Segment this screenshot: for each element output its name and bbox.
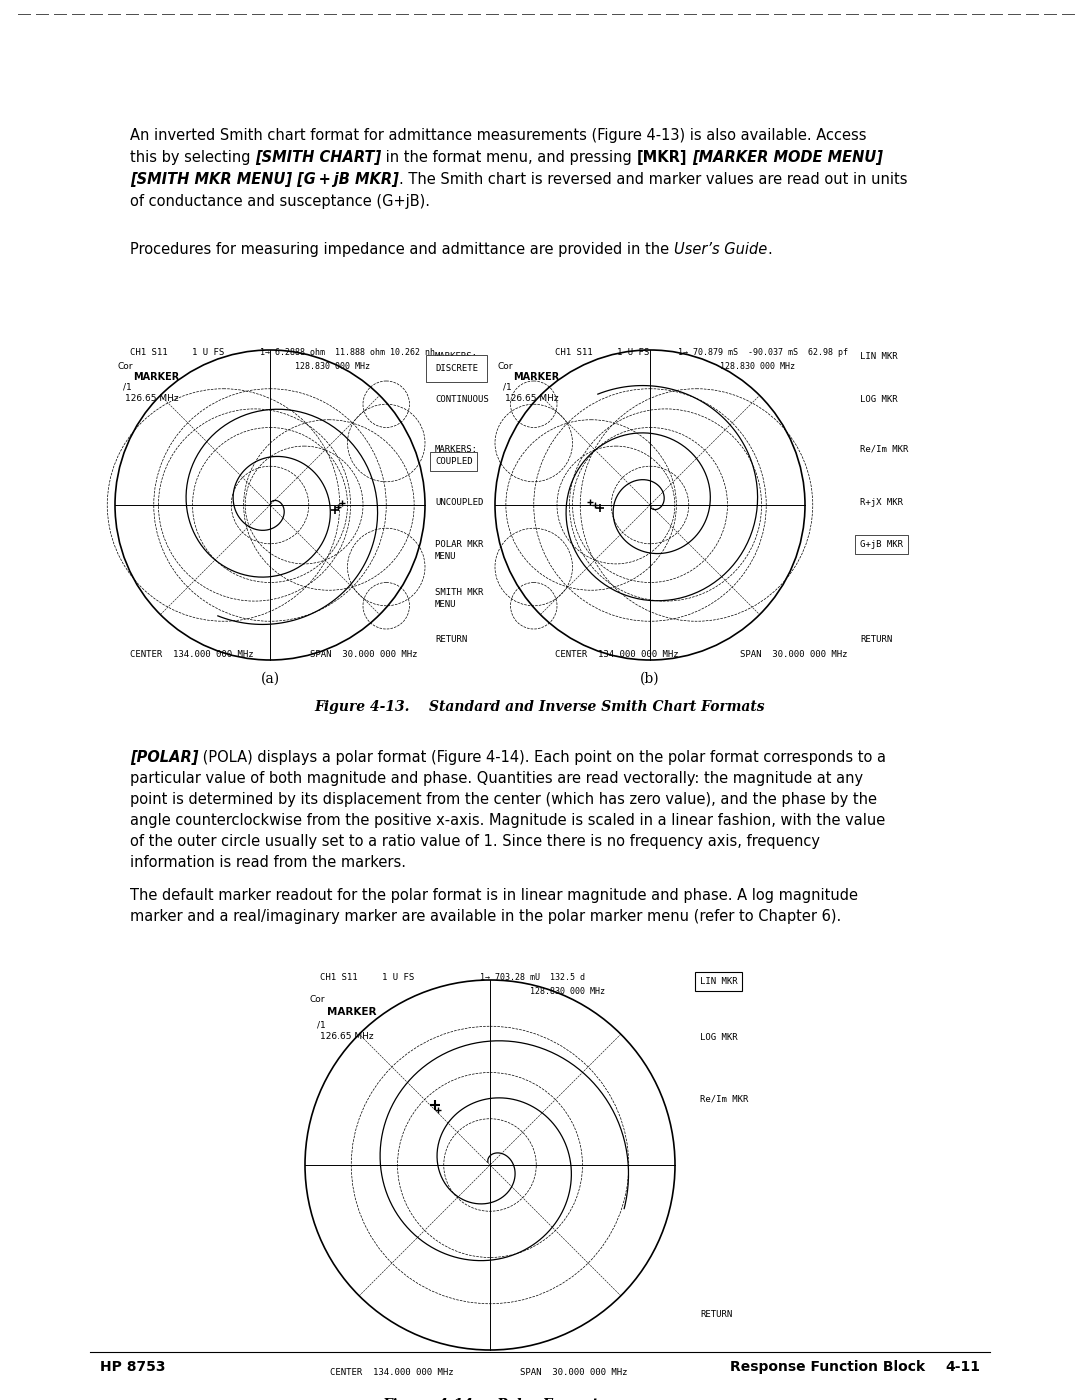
Text: Figure 4-14.    Polar Format: Figure 4-14. Polar Format — [382, 1399, 598, 1400]
Text: MARKERS:: MARKERS: — [435, 445, 478, 454]
Text: LOG MKR: LOG MKR — [700, 1033, 738, 1042]
Text: 1→ 70.879 mS  -90.037 mS  62.98 pf: 1→ 70.879 mS -90.037 mS 62.98 pf — [678, 349, 848, 357]
Text: 126.65 MHz: 126.65 MHz — [320, 1032, 374, 1042]
Text: SPAN  30.000 000 MHz: SPAN 30.000 000 MHz — [519, 1368, 627, 1378]
Text: marker and a real/imaginary marker are available in the polar marker menu (refer: marker and a real/imaginary marker are a… — [130, 909, 841, 924]
Text: 126.65 MHz: 126.65 MHz — [505, 393, 558, 403]
Text: 128.830 000 MHz: 128.830 000 MHz — [295, 363, 370, 371]
Text: [SMITH MKR MENU]: [SMITH MKR MENU] — [130, 172, 292, 188]
Text: MARKER: MARKER — [513, 372, 559, 382]
Text: LIN MKR: LIN MKR — [860, 351, 897, 361]
Text: RETURN: RETURN — [700, 1310, 732, 1319]
Text: Cor: Cor — [497, 363, 513, 371]
Text: MENU: MENU — [435, 601, 457, 609]
Text: 1 U FS: 1 U FS — [382, 973, 415, 981]
Text: DISCRETE: DISCRETE — [435, 364, 478, 372]
Text: MENU: MENU — [435, 552, 457, 561]
Text: of the outer circle usually set to a ratio value of 1. Since there is no frequen: of the outer circle usually set to a rat… — [130, 834, 820, 848]
Text: RETURN: RETURN — [860, 636, 892, 644]
Text: CENTER  134.000 000 MHz: CENTER 134.000 000 MHz — [330, 1368, 454, 1378]
Text: 1 U FS: 1 U FS — [617, 349, 649, 357]
Text: particular value of both magnitude and phase. Quantities are read vectorally: th: particular value of both magnitude and p… — [130, 771, 863, 785]
Text: SPAN  30.000 000 MHz: SPAN 30.000 000 MHz — [310, 650, 418, 659]
Text: SPAN  30.000 000 MHz: SPAN 30.000 000 MHz — [740, 650, 848, 659]
Text: G+jB MKR: G+jB MKR — [860, 540, 903, 549]
Text: MARKER: MARKER — [327, 1007, 377, 1016]
Text: 128.830 000 MHz: 128.830 000 MHz — [720, 363, 795, 371]
Text: [G + jB MKR]: [G + jB MKR] — [292, 172, 399, 188]
Text: 4-11: 4-11 — [945, 1359, 980, 1373]
Text: [SMITH CHART]: [SMITH CHART] — [255, 150, 381, 165]
Text: in the format menu, and pressing: in the format menu, and pressing — [381, 150, 636, 165]
Text: CENTER  134.000 000 MHz: CENTER 134.000 000 MHz — [130, 650, 254, 659]
Text: LIN MKR: LIN MKR — [700, 977, 738, 986]
Text: The default marker readout for the polar format is in linear magnitude and phase: The default marker readout for the polar… — [130, 888, 858, 903]
Text: UNCOUPLED: UNCOUPLED — [435, 498, 484, 507]
Text: this by selecting: this by selecting — [130, 150, 255, 165]
Text: POLAR MKR: POLAR MKR — [435, 540, 484, 549]
Text: (b): (b) — [640, 672, 660, 686]
Text: CH1 S11: CH1 S11 — [130, 349, 167, 357]
Text: MARKER: MARKER — [133, 372, 179, 382]
Text: point is determined by its displacement from the center (which has zero value), : point is determined by its displacement … — [130, 792, 877, 806]
Text: An inverted Smith chart format for admittance measurements (Figure 4-13) is also: An inverted Smith chart format for admit… — [130, 127, 866, 143]
Text: 1 U FS: 1 U FS — [192, 349, 225, 357]
Text: Cor: Cor — [117, 363, 133, 371]
Text: . The Smith chart is reversed and marker values are read out in units: . The Smith chart is reversed and marker… — [399, 172, 907, 188]
Text: CH1 S11: CH1 S11 — [555, 349, 593, 357]
Text: RETURN: RETURN — [435, 636, 468, 644]
Text: CENTER  134.000 000 MHz: CENTER 134.000 000 MHz — [555, 650, 678, 659]
Text: CH1 S11: CH1 S11 — [320, 973, 357, 981]
Text: User’s Guide: User’s Guide — [674, 242, 767, 258]
Text: Figure 4-13.    Standard and Inverse Smith Chart Formats: Figure 4-13. Standard and Inverse Smith … — [314, 700, 766, 714]
Text: 128.830 000 MHz: 128.830 000 MHz — [530, 987, 605, 995]
Text: Re/Im MKR: Re/Im MKR — [700, 1095, 748, 1105]
Text: LOG MKR: LOG MKR — [860, 395, 897, 405]
Text: (a): (a) — [260, 672, 280, 686]
Text: Cor: Cor — [310, 995, 325, 1004]
Text: 126.65 MHz: 126.65 MHz — [125, 393, 178, 403]
Text: HP 8753: HP 8753 — [100, 1359, 165, 1373]
Text: (POLA) displays a polar format (Figure 4-14). Each point on the polar format cor: (POLA) displays a polar format (Figure 4… — [199, 750, 887, 764]
Text: of conductance and susceptance (G+jB).: of conductance and susceptance (G+jB). — [130, 195, 430, 209]
Text: MARKERS:: MARKERS: — [435, 351, 478, 361]
Text: /1: /1 — [503, 384, 512, 392]
Text: Procedures for measuring impedance and admittance are provided in the: Procedures for measuring impedance and a… — [130, 242, 674, 258]
Text: Response Function Block: Response Function Block — [730, 1359, 926, 1373]
Text: SMITH MKR: SMITH MKR — [435, 588, 484, 596]
Text: [POLAR]: [POLAR] — [130, 750, 199, 764]
Text: angle counterclockwise from the positive x-axis. Magnitude is scaled in a linear: angle counterclockwise from the positive… — [130, 813, 886, 827]
Text: /1: /1 — [123, 384, 132, 392]
Text: [MKR]: [MKR] — [636, 150, 687, 165]
Text: COUPLED: COUPLED — [435, 456, 473, 466]
Text: CONTINUOUS: CONTINUOUS — [435, 395, 489, 405]
Text: Re/Im MKR: Re/Im MKR — [860, 445, 908, 454]
Text: .: . — [767, 242, 772, 258]
Text: 1→ 6.2888 ohm  11.888 ohm 10.262 nh: 1→ 6.2888 ohm 11.888 ohm 10.262 nh — [260, 349, 435, 357]
Text: [MARKER MODE MENU]: [MARKER MODE MENU] — [692, 150, 882, 165]
Text: 1→ 703.28 mU  132.5 d: 1→ 703.28 mU 132.5 d — [480, 973, 585, 981]
Text: information is read from the markers.: information is read from the markers. — [130, 855, 406, 869]
Text: /1: /1 — [318, 1021, 326, 1029]
Text: R+jX MKR: R+jX MKR — [860, 498, 903, 507]
